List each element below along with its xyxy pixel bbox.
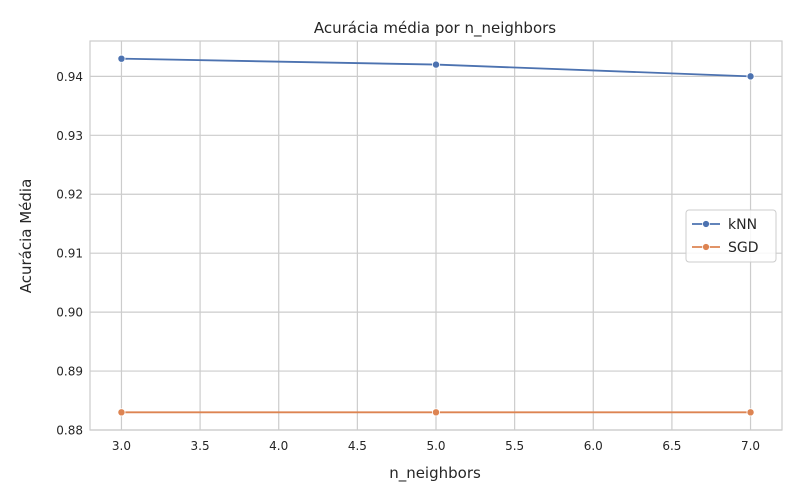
y-axis-label: Acurácia Média	[17, 179, 35, 294]
x-tick-label: 3.5	[191, 439, 210, 453]
grid-lines	[90, 41, 782, 431]
y-tick-label: 0.92	[56, 188, 83, 202]
x-tick-label: 3.0	[112, 439, 131, 453]
legend-label-knn: kNN	[728, 217, 757, 233]
data-point-sgd	[117, 408, 126, 417]
y-tick-label: 0.90	[56, 306, 83, 320]
data-point-knn	[431, 60, 440, 69]
data-point-sgd	[431, 408, 440, 417]
x-tick-label: 4.0	[269, 439, 288, 453]
x-tick-label: 6.5	[662, 439, 681, 453]
y-tick-label: 0.94	[56, 70, 83, 84]
y-axis-ticks: 0.88 0.89 0.90 0.91 0.92 0.93 0.94	[56, 70, 83, 438]
x-tick-label: 6.0	[584, 439, 603, 453]
y-tick-label: 0.89	[56, 365, 83, 379]
y-tick-label: 0.88	[56, 424, 83, 438]
y-tick-label: 0.91	[56, 247, 83, 261]
y-tick-label: 0.93	[56, 129, 83, 143]
legend-marker-sgd	[702, 243, 710, 251]
legend: kNN SGD	[685, 209, 777, 263]
legend-marker-knn	[702, 220, 710, 228]
x-axis-label: n_neighbors	[389, 464, 481, 483]
x-tick-label: 5.0	[426, 439, 445, 453]
data-point-knn	[746, 72, 755, 81]
data-point-knn	[117, 54, 126, 63]
x-tick-label: 4.5	[348, 439, 367, 453]
legend-label-sgd: SGD	[728, 240, 759, 256]
x-axis-ticks: 3.0 3.5 4.0 4.5 5.0 5.5 6.0 6.5 7.0	[112, 439, 760, 453]
x-tick-label: 5.5	[505, 439, 524, 453]
data-point-sgd	[746, 408, 755, 417]
x-tick-label: 7.0	[741, 439, 760, 453]
plot-frame	[89, 40, 783, 431]
chart-title: Acurácia média por n_neighbors	[314, 19, 556, 38]
series-group	[117, 54, 755, 417]
